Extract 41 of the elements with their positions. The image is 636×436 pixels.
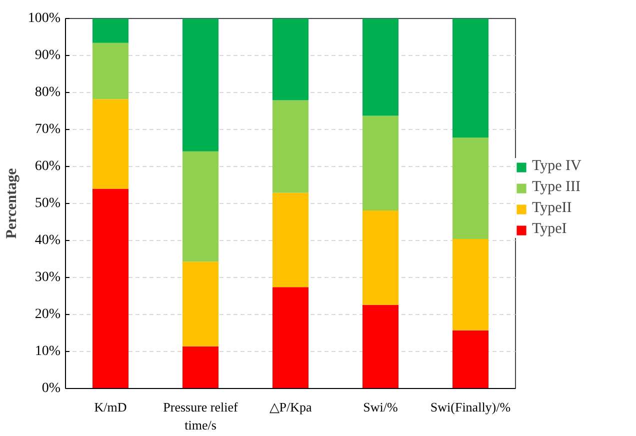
bar [92,42,128,100]
bar [362,18,398,116]
x-tick-label: Swi/% [363,400,398,414]
legend-label: TypeII [532,200,572,217]
x-tick-label: △P/Kpa [269,400,312,414]
bar [272,287,308,388]
legend-label: Type IV [532,158,582,175]
bar [452,330,488,388]
bar [272,18,308,100]
bar [92,99,128,189]
bar [182,18,218,152]
bar [272,100,308,193]
legend-label: Type III [532,179,581,196]
bar [92,18,128,43]
y-tick-label: 30% [34,270,61,285]
legend-label: TypeI [532,221,567,238]
bar [452,138,488,240]
bar [362,210,398,305]
bar [452,239,488,330]
y-tick-label: 0% [42,381,61,396]
bar [182,151,218,262]
bar [182,346,218,388]
y-tick-label: 60% [34,159,61,174]
x-tick-label: Pressure relief time/s [163,400,239,432]
bar [92,188,128,388]
bar [272,192,308,288]
x-tick-label: Swi(Finally)/% [430,400,511,414]
y-tick-label: 90% [34,48,61,63]
y-axis-title: Percentage [4,168,20,239]
bar [362,304,398,388]
x-tick-label: K/mD [94,400,127,414]
y-tick-label: 40% [34,233,61,248]
bar [452,18,488,138]
y-tick-label: 20% [34,307,61,322]
y-tick-label: 100% [28,11,61,26]
y-tick-label: 10% [34,344,61,359]
y-tick-label: 80% [34,85,61,100]
bar [362,116,398,211]
y-tick-label: 50% [34,196,61,211]
y-tick-label: 70% [34,122,61,137]
bar [182,262,218,346]
